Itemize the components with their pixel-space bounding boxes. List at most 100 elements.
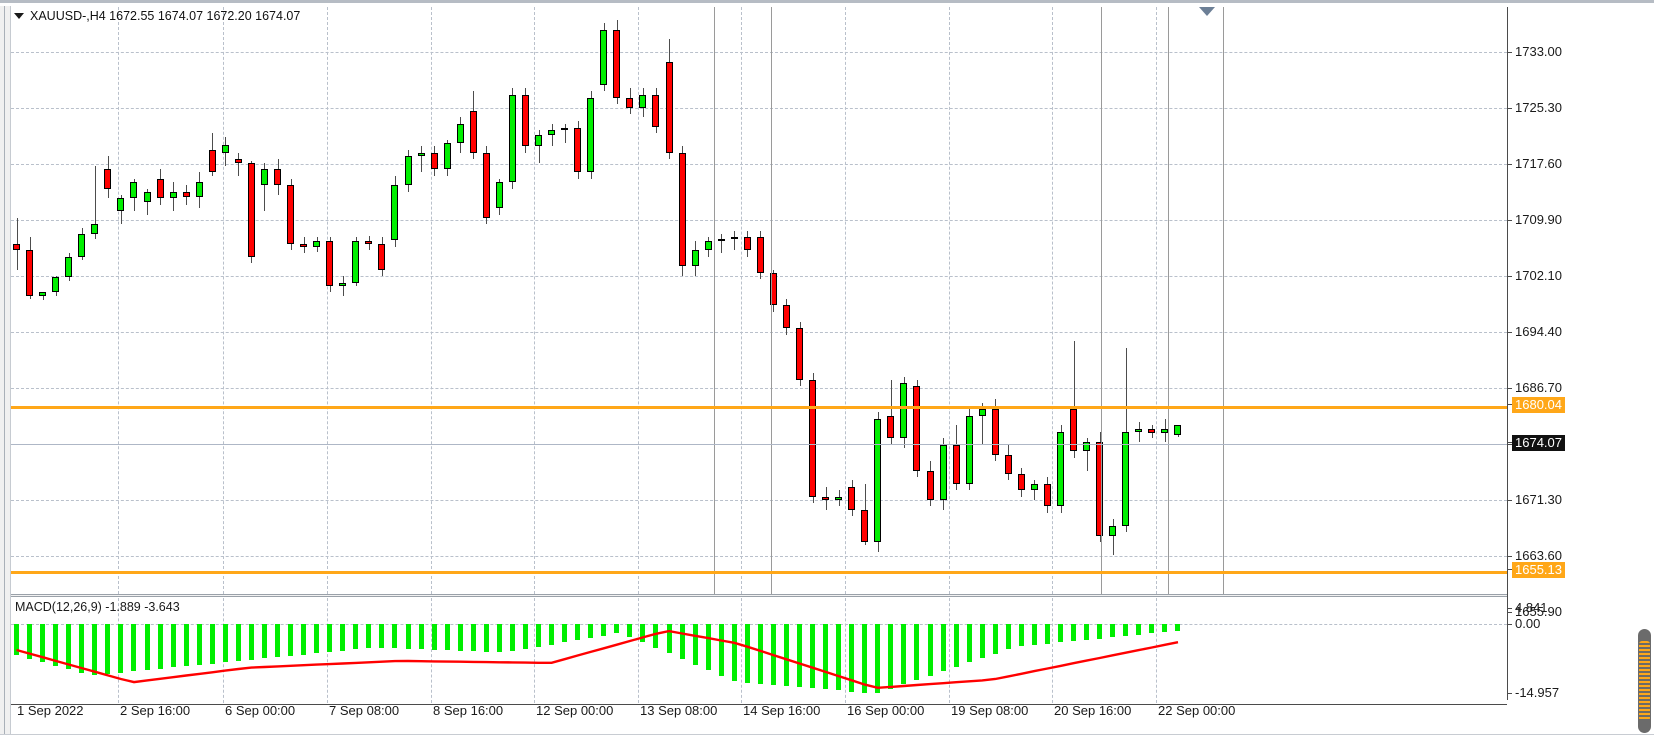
price-tick: [1507, 612, 1512, 613]
time-tick-label: 6 Sep 00:00: [225, 703, 296, 718]
candle-bullish: [1083, 441, 1090, 452]
time-tick-label: 14 Sep 16:00: [743, 703, 821, 718]
time-gridline: [534, 7, 535, 594]
candle-bullish: [1135, 428, 1142, 432]
price-tick-label: 1686.70: [1515, 380, 1562, 395]
chart-symbol-ohlc: XAUUSD-,H4 1672.55 1674.07 1672.20 1674.…: [30, 9, 301, 23]
price-tick-label: 1709.90: [1515, 212, 1562, 227]
candle-bullish: [313, 240, 320, 247]
price-gridline: [11, 52, 1507, 53]
macd-histogram-bar: [210, 624, 215, 664]
current-price-label[interactable]: 1674.07: [1512, 435, 1565, 451]
macd-histogram-bar: [158, 624, 163, 669]
status-bar: [0, 734, 1654, 754]
candle-wick: [982, 402, 983, 445]
candle-wick: [565, 123, 566, 144]
candle-bearish: [1148, 428, 1155, 434]
candle-bullish: [718, 238, 725, 241]
macd-histogram-bar: [1019, 624, 1024, 647]
candle-bullish: [979, 409, 986, 416]
candle-wick: [721, 234, 722, 254]
candle-bullish: [900, 383, 907, 439]
candle-bullish: [639, 94, 646, 108]
level-price-label[interactable]: 1680.04: [1512, 397, 1565, 413]
macd-histogram-bar: [810, 624, 815, 689]
pane-divider[interactable]: [11, 594, 1507, 597]
time-gridline: [949, 7, 950, 594]
candle-bullish: [261, 169, 268, 186]
macd-histogram-bar: [79, 624, 84, 673]
candle-bearish: [300, 243, 307, 247]
macd-histogram-bar: [288, 624, 293, 656]
candle-bearish: [626, 97, 633, 108]
candle-wick: [421, 146, 422, 173]
chevron-down-icon[interactable]: [14, 13, 24, 19]
level-price-label[interactable]: 1655.13: [1512, 562, 1565, 578]
horizontal-level-line[interactable]: [11, 571, 1507, 574]
macd-histogram-bar: [27, 624, 32, 659]
horizontal-level-line[interactable]: [11, 406, 1507, 409]
candle-bearish: [913, 386, 920, 471]
macd-indicator-label: MACD(12,26,9) -1.889 -3.643: [15, 600, 180, 614]
candle-bearish: [104, 169, 111, 189]
candle-bearish: [1096, 441, 1103, 536]
macd-histogram-bar: [849, 624, 854, 692]
macd-tick-label: -14.957: [1515, 685, 1560, 700]
price-tick-label: 1702.10: [1515, 268, 1562, 283]
candle-bearish: [1005, 454, 1012, 474]
scrollbar-thumb[interactable]: [1639, 641, 1650, 721]
candle-wick: [1113, 519, 1114, 556]
price-tick: [1507, 332, 1512, 333]
macd-histogram-bar: [836, 624, 841, 691]
price-pane[interactable]: [11, 7, 1507, 594]
macd-histogram-bar: [653, 624, 658, 648]
candle-bullish: [548, 130, 555, 135]
macd-histogram-bar: [928, 624, 933, 676]
time-gridline: [638, 598, 639, 703]
time-gridline: [1156, 7, 1157, 594]
vertical-scrollbar[interactable]: [1638, 629, 1651, 733]
scale-pane-divider: [1507, 594, 1508, 598]
day-separator-line: [1168, 7, 1169, 594]
candle-bullish: [39, 292, 46, 296]
macd-histogram-bar: [392, 624, 397, 649]
candle-bullish: [144, 191, 151, 202]
price-tick: [1507, 404, 1512, 405]
candle-bullish: [222, 145, 229, 153]
macd-histogram-bar: [171, 624, 176, 668]
time-tick-label: 7 Sep 08:00: [329, 703, 400, 718]
candle-bullish: [196, 182, 203, 198]
price-tick: [1507, 276, 1512, 277]
price-tick: [1507, 52, 1512, 53]
price-tick: [1507, 608, 1512, 609]
candle-bearish: [574, 128, 581, 173]
price-scale[interactable]: 1733.00 1725.30 1717.60 1709.90 1702.10 1694.…: [1507, 7, 1637, 718]
macd-histogram-bar: [875, 624, 880, 694]
macd-histogram-bar: [1058, 624, 1063, 643]
price-tick: [1507, 164, 1512, 165]
scroll-position-marker-icon[interactable]: [1199, 7, 1215, 16]
candle-bullish: [1122, 431, 1129, 526]
price-tick: [1507, 556, 1512, 557]
candle-bearish: [887, 415, 894, 439]
macd-histogram-bar: [901, 624, 906, 685]
chart-plot-area[interactable]: MACD(12,26,9) -1.889 -3.643: [11, 7, 1507, 718]
macd-histogram-bar: [301, 624, 306, 655]
macd-histogram-bar: [14, 624, 19, 656]
time-gridline: [741, 7, 742, 594]
candle-bullish: [600, 29, 607, 85]
candle-bullish: [391, 185, 398, 241]
candle-bullish: [444, 143, 451, 170]
price-tick: [1507, 220, 1512, 221]
candle-wick: [1087, 438, 1088, 471]
time-tick-label: 12 Sep 00:00: [536, 703, 614, 718]
candle-bearish: [26, 250, 33, 296]
macd-histogram-bar: [197, 624, 202, 665]
candle-bearish: [378, 243, 385, 270]
price-gridline: [11, 388, 1507, 389]
macd-histogram-bar: [1071, 624, 1076, 642]
macd-histogram-bar: [1097, 624, 1102, 639]
macd-histogram-bar: [1045, 624, 1050, 644]
macd-histogram-bar: [941, 624, 946, 672]
macd-pane[interactable]: MACD(12,26,9) -1.889 -3.643: [11, 598, 1507, 703]
